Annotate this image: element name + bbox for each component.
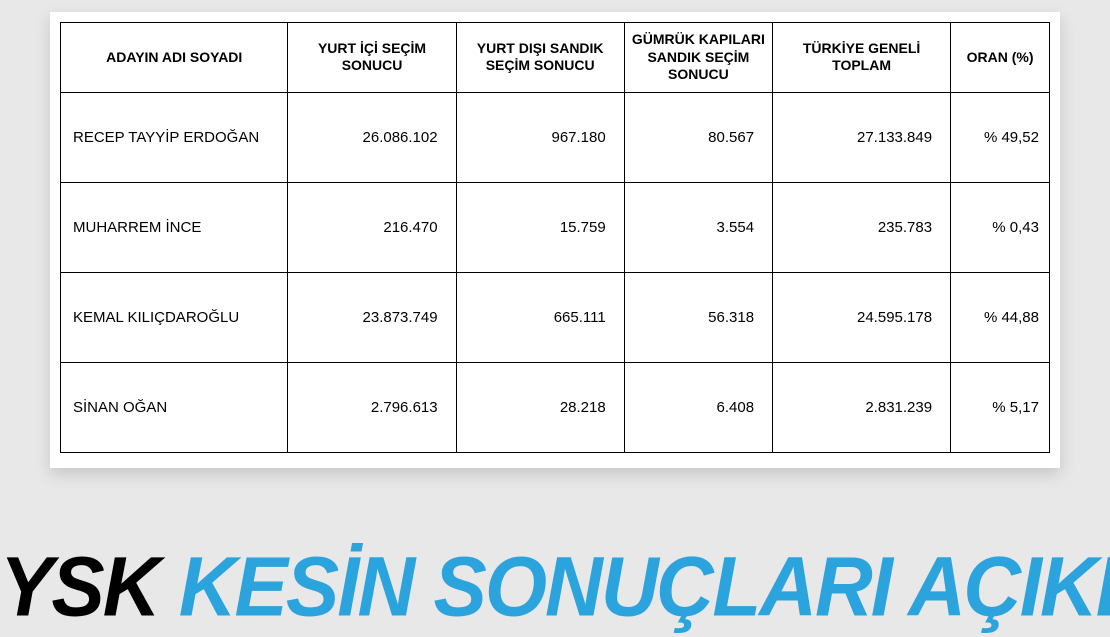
- headline-part2: KESİN SONUÇLARI AÇIKLADI: [179, 540, 1110, 633]
- col-header-name: ADAYIN ADI SOYADI: [61, 23, 288, 93]
- cell-value: 24.595.178: [773, 272, 951, 362]
- cell-value: 216.470: [288, 182, 456, 272]
- cell-value: 27.133.849: [773, 92, 951, 182]
- cell-value: 665.111: [456, 272, 624, 362]
- table-row: KEMAL KILIÇDAROĞLU 23.873.749 665.111 56…: [61, 272, 1050, 362]
- col-header-yurtici: YURT İÇİ SEÇİM SONUCU: [288, 23, 456, 93]
- cell-name: KEMAL KILIÇDAROĞLU: [61, 272, 288, 362]
- cell-value: 15.759: [456, 182, 624, 272]
- cell-value: 2.831.239: [773, 362, 951, 452]
- cell-value: 3.554: [624, 182, 772, 272]
- cell-value: 6.408: [624, 362, 772, 452]
- cell-oran: % 5,17: [951, 362, 1050, 452]
- cell-value: 2.796.613: [288, 362, 456, 452]
- cell-value: 56.318: [624, 272, 772, 362]
- table-row: MUHARREM İNCE 216.470 15.759 3.554 235.7…: [61, 182, 1050, 272]
- results-table: ADAYIN ADI SOYADI YURT İÇİ SEÇİM SONUCU …: [60, 22, 1050, 453]
- col-header-gumruk: GÜMRÜK KAPILARI SANDIK SEÇİM SONUCU: [624, 23, 772, 93]
- cell-oran: % 49,52: [951, 92, 1050, 182]
- headline: YSK KESİN SONUÇLARI AÇIKLADI: [0, 545, 1110, 629]
- cell-oran: % 44,88: [951, 272, 1050, 362]
- cell-value: 80.567: [624, 92, 772, 182]
- table-row: RECEP TAYYİP ERDOĞAN 26.086.102 967.180 …: [61, 92, 1050, 182]
- cell-value: 235.783: [773, 182, 951, 272]
- col-header-yurtdisi: YURT DIŞI SANDIK SEÇİM SONUCU: [456, 23, 624, 93]
- cell-value: 967.180: [456, 92, 624, 182]
- col-header-oran: ORAN (%): [951, 23, 1050, 93]
- cell-oran: % 0,43: [951, 182, 1050, 272]
- cell-value: 28.218: [456, 362, 624, 452]
- cell-name: MUHARREM İNCE: [61, 182, 288, 272]
- col-header-toplam: TÜRKİYE GENELİ TOPLAM: [773, 23, 951, 93]
- cell-name: SİNAN OĞAN: [61, 362, 288, 452]
- table-row: SİNAN OĞAN 2.796.613 28.218 6.408 2.831.…: [61, 362, 1050, 452]
- results-table-container: ADAYIN ADI SOYADI YURT İÇİ SEÇİM SONUCU …: [50, 12, 1060, 468]
- cell-value: 26.086.102: [288, 92, 456, 182]
- headline-part1: YSK: [0, 540, 159, 633]
- table-header-row: ADAYIN ADI SOYADI YURT İÇİ SEÇİM SONUCU …: [61, 23, 1050, 93]
- cell-value: 23.873.749: [288, 272, 456, 362]
- cell-name: RECEP TAYYİP ERDOĞAN: [61, 92, 288, 182]
